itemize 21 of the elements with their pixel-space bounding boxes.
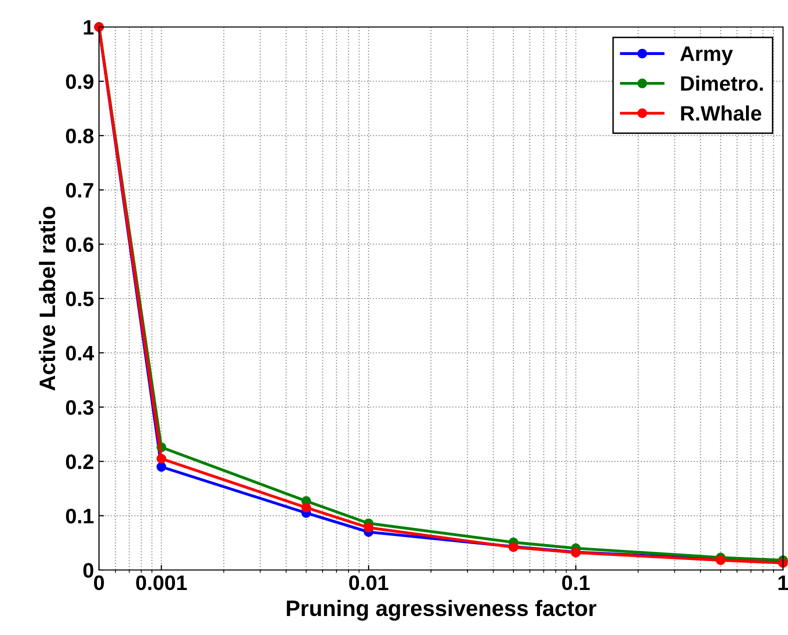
x-tick-label: 0 bbox=[94, 575, 104, 590]
y-tick-label: 0.5 bbox=[66, 292, 94, 306]
legend-label: Dimetro. bbox=[681, 76, 763, 91]
x-axis-title: Pruning agressiveness factor bbox=[286, 600, 596, 621]
y-tick-label: 1 bbox=[84, 20, 94, 35]
y-axis-title: Active Label ratio bbox=[38, 206, 56, 391]
x-tick-label: 0.001 bbox=[136, 575, 187, 590]
y-tick-label: 0.7 bbox=[66, 182, 94, 198]
legend-label: Army bbox=[680, 46, 733, 66]
x-tick-label: 0.1 bbox=[562, 575, 590, 590]
y-tick-label: 0.2 bbox=[66, 454, 94, 470]
y-tick-label: 0.8 bbox=[66, 128, 94, 144]
legend-label: R.Whale bbox=[681, 105, 762, 121]
x-tick-label: 0.01 bbox=[349, 575, 388, 590]
y-tick-label: 0.4 bbox=[66, 346, 94, 361]
y-tick-label: 0.6 bbox=[66, 237, 94, 252]
y-tick-label: 0.9 bbox=[66, 74, 94, 90]
x-tick-label: 1 bbox=[778, 576, 788, 590]
y-tick-label: 0 bbox=[83, 563, 94, 578]
y-tick-label: 0.1 bbox=[66, 508, 94, 524]
y-tick-label: 0.3 bbox=[66, 400, 94, 415]
